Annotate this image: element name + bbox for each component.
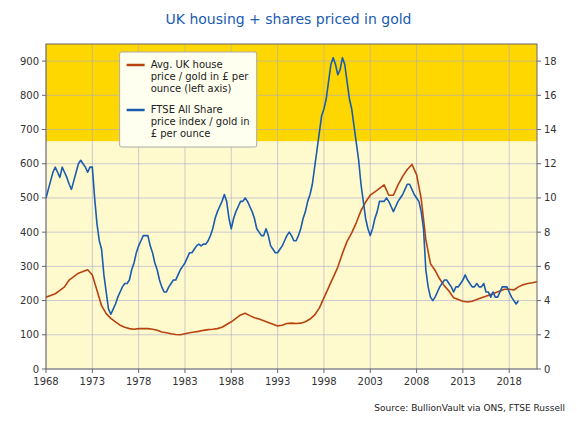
plot-frame (46, 44, 537, 369)
axes: 1968197319781983198819931998200320082013… (20, 56, 557, 387)
legend-label-line: price index / gold in (151, 116, 250, 127)
grid-line (46, 334, 537, 335)
y2-tick-label: 8 (544, 227, 550, 238)
y2-tick-label: 16 (544, 90, 557, 101)
y2-tick-label: 18 (544, 56, 557, 67)
y2-tick (537, 129, 541, 130)
x-tick-label: 2013 (450, 376, 475, 387)
y-tick-label: 700 (20, 124, 39, 135)
grid-line (46, 266, 537, 267)
legend-label-line: £ per ounce (151, 128, 211, 139)
y2-tick-label: 12 (544, 158, 557, 169)
y2-tick (537, 300, 541, 301)
y-tick (42, 266, 46, 267)
y-tick-label: 200 (20, 295, 39, 306)
chart: 1968197319781983198819931998200320082013… (0, 0, 577, 421)
y2-tick (537, 369, 541, 370)
grid-line (46, 232, 537, 233)
y-tick-label: 800 (20, 90, 39, 101)
y2-tick-label: 0 (544, 364, 550, 375)
y-tick (42, 334, 46, 335)
grid-line (323, 44, 324, 369)
y2-tick (537, 95, 541, 96)
legend-label-line: ounce (left axis) (151, 83, 232, 94)
x-tick (323, 369, 324, 373)
y-tick-label: 0 (33, 364, 39, 375)
y2-tick-label: 14 (544, 124, 557, 135)
x-tick (231, 369, 232, 373)
y2-tick-label: 4 (544, 295, 550, 306)
source-note: Source: BullionVault via ONS, FTSE Russe… (374, 403, 565, 413)
legend: Avg. UK houseprice / gold in £ perounce … (120, 52, 257, 147)
y-tick-label: 300 (20, 261, 39, 272)
x-tick (416, 369, 417, 373)
y-tick (42, 300, 46, 301)
x-tick-label: 2008 (404, 376, 429, 387)
legend-label: FTSE All Shareprice index / gold in£ per… (151, 104, 250, 139)
y2-tick (537, 334, 541, 335)
y-tick-label: 900 (20, 56, 39, 67)
y2-tick-label: 6 (544, 261, 550, 272)
y2-tick (537, 163, 541, 164)
grid-line (46, 197, 537, 198)
x-tick (92, 369, 93, 373)
legend-label-line: FTSE All Share (151, 104, 223, 115)
y2-tick (537, 232, 541, 233)
legend-label: Avg. UK houseprice / gold in £ perounce … (151, 59, 250, 94)
title: UK housing + shares priced in gold (166, 11, 412, 27)
y-tick (42, 95, 46, 96)
x-tick-label: 1983 (172, 376, 197, 387)
y2-tick (537, 61, 541, 62)
x-tick (184, 369, 185, 373)
grid-line (277, 44, 278, 369)
x-tick (46, 369, 47, 373)
grid-line (92, 44, 93, 369)
y-tick (42, 129, 46, 130)
grid-line (370, 44, 371, 369)
x-tick-label: 1968 (33, 376, 58, 387)
y2-tick (537, 197, 541, 198)
background (46, 44, 537, 369)
grid-line (509, 44, 510, 369)
x-tick-label: 1998 (311, 376, 336, 387)
grid-line (46, 163, 537, 164)
y-tick (42, 232, 46, 233)
x-tick-label: 2003 (358, 376, 383, 387)
x-tick (370, 369, 371, 373)
series-line (46, 58, 518, 315)
y-tick (42, 61, 46, 62)
y2-tick-label: 2 (544, 329, 550, 340)
y-tick (42, 197, 46, 198)
y-tick-label: 500 (20, 192, 39, 203)
y-tick (42, 369, 46, 370)
y-tick-label: 600 (20, 158, 39, 169)
grid-line (416, 44, 417, 369)
x-tick-label: 1978 (126, 376, 151, 387)
grid (46, 44, 537, 369)
x-tick (277, 369, 278, 373)
y-tick-label: 400 (20, 227, 39, 238)
legend-swatch (127, 109, 145, 112)
grid-line (462, 44, 463, 369)
legend-swatch (127, 64, 145, 67)
series-line (46, 164, 537, 334)
x-tick-label: 1993 (265, 376, 290, 387)
legend-label-line: Avg. UK house (151, 59, 223, 70)
background-band (46, 142, 537, 370)
y-tick-label: 100 (20, 329, 39, 340)
x-tick (462, 369, 463, 373)
legend-label-line: price / gold in £ per (151, 71, 250, 82)
x-tick (138, 369, 139, 373)
x-tick-label: 1973 (80, 376, 105, 387)
y2-tick (537, 266, 541, 267)
x-tick-label: 1988 (219, 376, 244, 387)
y-tick (42, 163, 46, 164)
legend-box (120, 52, 257, 147)
x-tick-label: 2018 (496, 376, 521, 387)
y2-tick-label: 10 (544, 192, 557, 203)
x-tick (509, 369, 510, 373)
